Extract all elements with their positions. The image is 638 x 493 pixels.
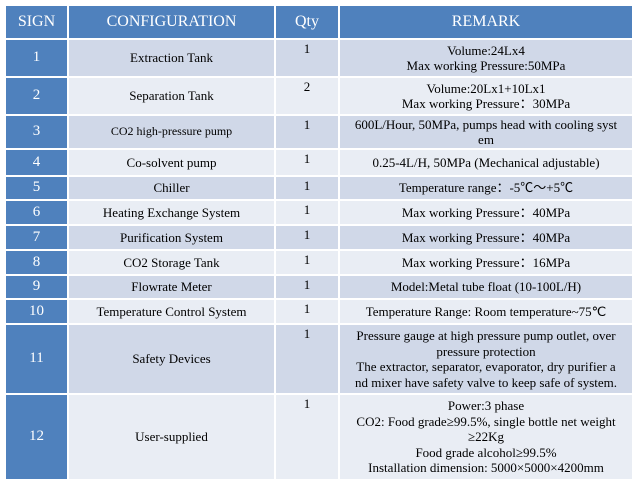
remark-line: Max working Pressure：40MPa bbox=[401, 229, 571, 245]
row-qty: 1 bbox=[276, 116, 338, 148]
row-configuration: Purification System bbox=[69, 226, 274, 249]
remark-line: 600L/Hour, 50MPa, pumps head with coolin… bbox=[354, 116, 618, 132]
table-row: 8 CO2 Storage Tank 1 Max working Pressure：1… bbox=[6, 251, 632, 274]
row-remark: 600L/Hour, 50MPa, pumps head with coolin… bbox=[340, 116, 632, 148]
row-sign: 4 bbox=[6, 150, 67, 175]
table-row: 9 Flowrate Meter 1 Model:Metal tube float (… bbox=[6, 276, 632, 298]
remark-line: Installation dimension: 5000×5000×4200mm bbox=[368, 460, 604, 476]
header-configuration: CONFIGURATION bbox=[69, 6, 274, 38]
row-qty: 1 bbox=[276, 40, 338, 76]
table-row: 5 Chiller 1 Temperature range：-5℃～+5℃ bbox=[6, 177, 632, 199]
row-sign: 12 bbox=[6, 395, 67, 479]
row-sign: 8 bbox=[6, 251, 67, 274]
row-configuration: Flowrate Meter bbox=[69, 276, 274, 298]
row-remark: Model:Metal tube float (10-100L/H) bbox=[340, 276, 632, 298]
row-remark: Max working Pressure：40MPa bbox=[340, 201, 632, 224]
remark-line: pressure protection bbox=[436, 343, 536, 359]
row-sign: 2 bbox=[6, 78, 67, 114]
table-row: 1 Extraction Tank 1 Volume:24Lx4 Max working… bbox=[6, 40, 632, 76]
row-remark: Max working Pressure：16MPa bbox=[340, 251, 632, 274]
row-qty: 1 bbox=[276, 150, 338, 175]
row-qty: 1 bbox=[276, 300, 338, 323]
table-row: 10 Temperature Control System 1 Temperature… bbox=[6, 300, 632, 323]
remark-line: Max working Pressure：30MPa bbox=[401, 96, 571, 111]
row-configuration: Separation Tank bbox=[69, 78, 274, 114]
remark-line: nd mixer have safety valve to keep safe … bbox=[354, 374, 618, 390]
row-configuration: CO2 Storage Tank bbox=[69, 251, 274, 274]
row-sign: 1 bbox=[6, 40, 67, 76]
row-sign: 10 bbox=[6, 300, 67, 323]
row-qty: 2 bbox=[276, 78, 338, 114]
remark-line: Pressure gauge at high pressure pump out… bbox=[356, 328, 616, 343]
table-body: 1 Extraction Tank 1 Volume:24Lx4 Max working… bbox=[6, 40, 632, 479]
row-configuration: Heating Exchange System bbox=[69, 201, 274, 224]
row-qty: 1 bbox=[276, 201, 338, 224]
row-configuration: Extraction Tank bbox=[69, 40, 274, 76]
row-remark: Temperature Range: Room temperature~75℃ bbox=[340, 300, 632, 323]
configuration-table: SIGN CONFIGURATION Qty REMARK 1 Extractio… bbox=[4, 4, 634, 481]
row-remark: Volume:20Lx1+10Lx1 Max working Pressure：3… bbox=[340, 78, 632, 114]
row-configuration: Chiller bbox=[69, 177, 274, 199]
header-sign: SIGN bbox=[6, 6, 67, 38]
remark-line: CO2: Food grade≥99.5%, single bottle net… bbox=[356, 413, 616, 429]
remark-line: Max working Pressure:50MPa bbox=[406, 58, 566, 73]
row-configuration: CO2 high-pressure pump bbox=[69, 116, 274, 148]
row-remark: Temperature range：-5℃～+5℃ bbox=[340, 177, 632, 199]
table-row: 12 User-supplied 1 Power:3 phase CO2: Food g… bbox=[6, 395, 632, 479]
remark-line: Max working Pressure：16MPa bbox=[401, 254, 571, 270]
remark-line: Temperature range：-5℃～+5℃ bbox=[398, 180, 574, 196]
header-qty: Qty bbox=[276, 6, 338, 38]
row-remark: Max working Pressure：40MPa bbox=[340, 226, 632, 249]
row-qty: 1 bbox=[276, 276, 338, 298]
table-row: 4 Co-solvent pump 1 0.25-4L/H, 50MPa (Mecha… bbox=[6, 150, 632, 175]
row-qty: 1 bbox=[276, 395, 338, 479]
row-sign: 11 bbox=[6, 325, 67, 393]
table-row: 6 Heating Exchange System 1 Max working Pre… bbox=[6, 201, 632, 224]
table-row: 7 Purification System 1 Max working Pressur… bbox=[6, 226, 632, 249]
header-row: SIGN CONFIGURATION Qty REMARK bbox=[6, 6, 632, 38]
row-qty: 1 bbox=[276, 251, 338, 274]
row-remark: Volume:24Lx4 Max working Pressure:50MPa bbox=[340, 40, 632, 76]
row-sign: 7 bbox=[6, 226, 67, 249]
remark-line: Food grade alcohol≥99.5% bbox=[415, 444, 557, 460]
row-remark: Pressure gauge at high pressure pump out… bbox=[340, 325, 632, 393]
row-remark: 0.25-4L/H, 50MPa (Mechanical adjustable) bbox=[340, 150, 632, 175]
remark-line: Volume:24Lx4 bbox=[447, 42, 525, 58]
row-configuration: Safety Devices bbox=[69, 325, 274, 393]
row-configuration: Temperature Control System bbox=[69, 300, 274, 323]
table-row: 2 Separation Tank 2 Volume:20Lx1+10Lx1 Max w… bbox=[6, 78, 632, 114]
table-row: 11 Safety Devices 1 Pressure gauge at high … bbox=[6, 325, 632, 393]
row-sign: 3 bbox=[6, 116, 67, 148]
remark-line: em bbox=[478, 132, 494, 147]
remark-line: Max working Pressure：40MPa bbox=[401, 204, 571, 220]
row-qty: 1 bbox=[276, 325, 338, 393]
row-sign: 5 bbox=[6, 177, 67, 199]
row-qty: 1 bbox=[276, 226, 338, 249]
row-configuration: User-supplied bbox=[69, 395, 274, 479]
remark-line: ≥22Kg bbox=[467, 429, 505, 445]
row-sign: 9 bbox=[6, 276, 67, 298]
remark-line: Volume:20Lx1+10Lx1 bbox=[426, 80, 546, 96]
remark-line: 0.25-4L/H, 50MPa (Mechanical adjustable) bbox=[372, 154, 600, 170]
remark-line: The extractor, separator, evaporator, dr… bbox=[356, 359, 616, 374]
remark-line: Model:Metal tube float (10-100L/H) bbox=[390, 279, 582, 295]
table-row: 3 CO2 high-pressure pump 1 600L/Hour, 50MPa… bbox=[6, 116, 632, 148]
row-remark: Power:3 phase CO2: Food grade≥99.5%, sing… bbox=[340, 395, 632, 479]
row-qty: 1 bbox=[276, 177, 338, 199]
row-configuration: Co-solvent pump bbox=[69, 150, 274, 175]
header-remark: REMARK bbox=[340, 6, 632, 38]
remark-line: Power:3 phase bbox=[447, 398, 525, 414]
remark-line: Temperature Range: Room temperature~75℃ bbox=[365, 303, 607, 319]
row-sign: 6 bbox=[6, 201, 67, 224]
